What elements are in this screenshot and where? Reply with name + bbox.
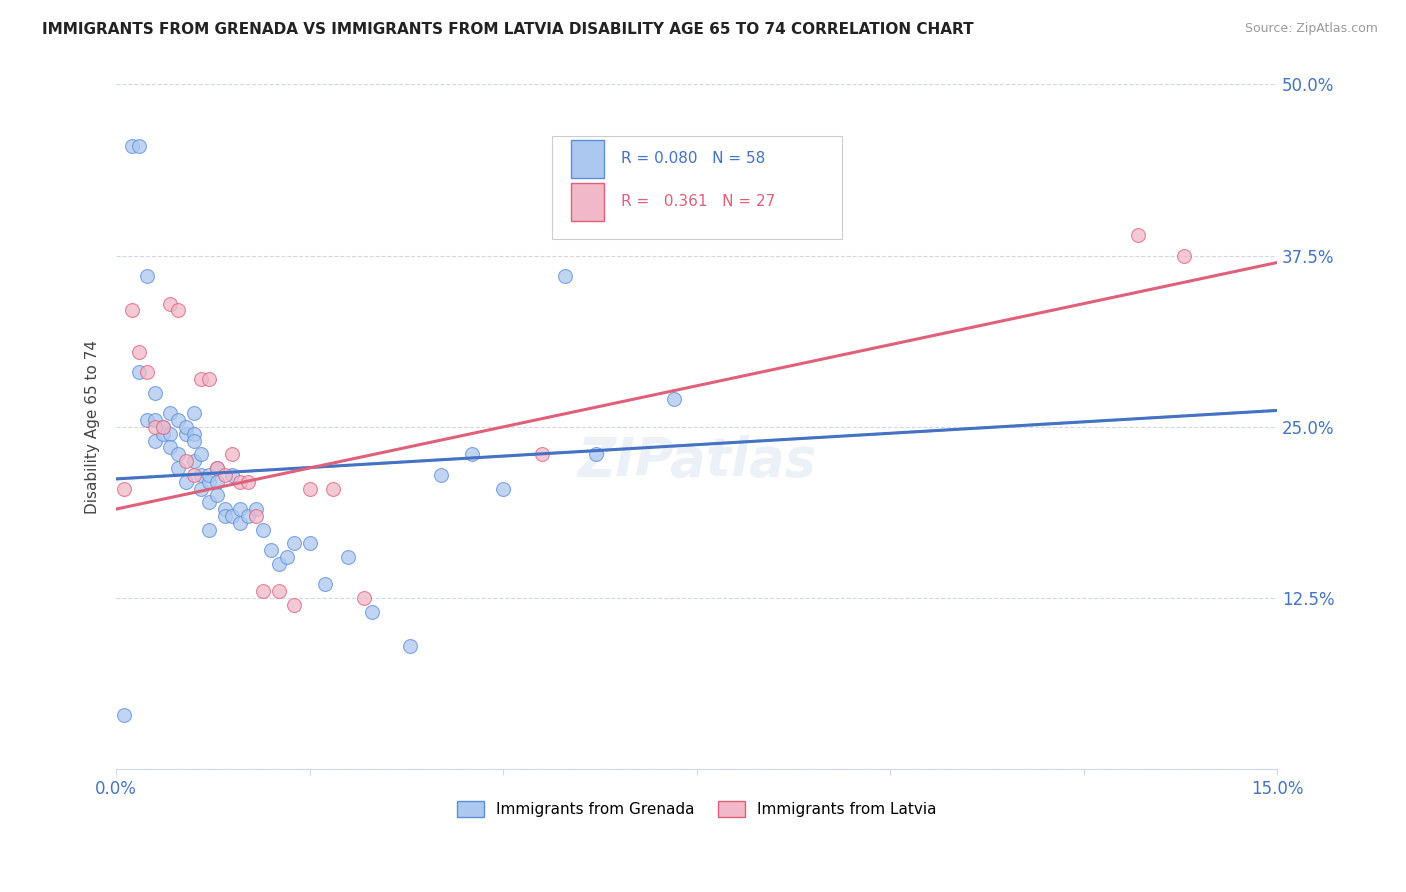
Point [260, 543, 283, 558]
Point [190, 372, 212, 386]
Point [112, 482, 135, 496]
Point [143, 434, 166, 448]
Text: ZIPatlas: ZIPatlas [578, 435, 817, 487]
Point [167, 447, 190, 461]
Point [159, 296, 181, 310]
Point [221, 508, 243, 523]
FancyBboxPatch shape [551, 136, 842, 238]
Point [360, 605, 382, 619]
Legend: Immigrants from Grenada, Immigrants from Latvia: Immigrants from Grenada, Immigrants from… [450, 795, 943, 823]
Point [1126, 228, 1149, 243]
Point [214, 508, 236, 523]
Point [190, 447, 212, 461]
Point [167, 461, 190, 475]
Point [190, 482, 212, 496]
FancyBboxPatch shape [571, 140, 605, 178]
Text: R =   0.361   N = 27: R = 0.361 N = 27 [621, 194, 776, 210]
Point [1173, 249, 1195, 263]
Point [136, 413, 159, 427]
Point [214, 502, 236, 516]
Point [252, 523, 274, 537]
Point [298, 482, 321, 496]
Text: R = 0.080   N = 58: R = 0.080 N = 58 [621, 152, 765, 166]
Text: Source: ZipAtlas.com: Source: ZipAtlas.com [1244, 22, 1378, 36]
Point [183, 434, 205, 448]
Y-axis label: Disability Age 65 to 74: Disability Age 65 to 74 [86, 340, 100, 514]
Point [128, 365, 150, 379]
Point [143, 385, 166, 400]
Point [112, 707, 135, 722]
Point [267, 557, 290, 571]
Point [229, 502, 252, 516]
Point [183, 467, 205, 482]
Point [337, 549, 360, 564]
Point [322, 482, 344, 496]
Point [128, 139, 150, 153]
Point [314, 577, 336, 591]
Point [205, 461, 228, 475]
Point [554, 269, 576, 284]
Point [252, 584, 274, 599]
Point [198, 372, 221, 386]
Point [121, 303, 143, 318]
Point [221, 447, 243, 461]
Point [236, 475, 259, 489]
Point [229, 475, 252, 489]
Point [214, 467, 236, 482]
FancyBboxPatch shape [571, 183, 605, 220]
Text: IMMIGRANTS FROM GRENADA VS IMMIGRANTS FROM LATVIA DISABILITY AGE 65 TO 74 CORREL: IMMIGRANTS FROM GRENADA VS IMMIGRANTS FR… [42, 22, 974, 37]
Point [205, 488, 228, 502]
Point [198, 523, 221, 537]
Point [174, 475, 197, 489]
Point [205, 461, 228, 475]
Point [585, 447, 607, 461]
Point [143, 413, 166, 427]
Point [430, 467, 453, 482]
Point [205, 475, 228, 489]
Point [492, 482, 515, 496]
Point [183, 454, 205, 468]
Point [174, 454, 197, 468]
Point [530, 447, 553, 461]
Point [283, 536, 305, 550]
Point [183, 406, 205, 420]
Point [461, 447, 484, 461]
Point [298, 536, 321, 550]
Point [198, 467, 221, 482]
Point [190, 467, 212, 482]
Point [662, 392, 685, 407]
Point [174, 420, 197, 434]
Point [276, 549, 298, 564]
Point [121, 139, 143, 153]
Point [167, 413, 190, 427]
Point [198, 495, 221, 509]
Point [128, 344, 150, 359]
Point [283, 598, 305, 612]
Point [245, 508, 267, 523]
Point [159, 426, 181, 441]
Point [152, 426, 174, 441]
Point [183, 426, 205, 441]
Point [152, 420, 174, 434]
Point [136, 365, 159, 379]
Point [159, 441, 181, 455]
Point [267, 584, 290, 599]
Point [152, 420, 174, 434]
Point [245, 502, 267, 516]
Point [174, 426, 197, 441]
Point [143, 420, 166, 434]
Point [353, 591, 375, 606]
Point [221, 467, 243, 482]
Point [236, 508, 259, 523]
Point [229, 516, 252, 530]
Point [198, 475, 221, 489]
Point [159, 406, 181, 420]
Point [399, 639, 422, 653]
Point [167, 303, 190, 318]
Point [136, 269, 159, 284]
